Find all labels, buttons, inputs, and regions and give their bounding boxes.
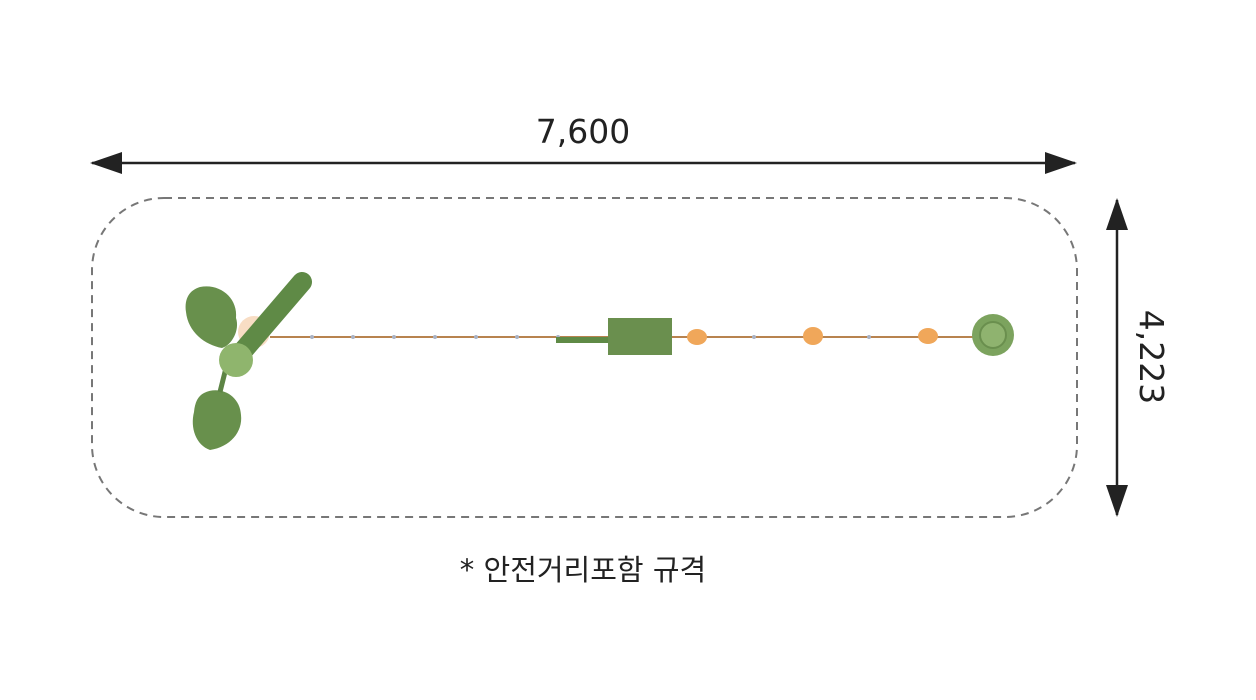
equipment [185,272,1014,450]
post-top [219,343,253,377]
slide-tube [232,272,312,362]
arrow-up-icon [1106,198,1128,230]
platform-box [608,318,672,355]
safety-boundary [91,197,1078,518]
leaf-top [185,286,238,348]
height-label: 4,223 [1132,310,1171,404]
height-dimension: 4,223 [1106,198,1171,517]
rope-joints [310,335,871,339]
leaf-bottom [192,390,242,450]
arrow-right-icon [1045,152,1077,174]
arrow-down-icon [1106,485,1128,517]
arrow-left-icon [90,152,122,174]
width-label: 7,600 [536,112,630,151]
caption: * 안전거리포함 규격 [460,553,706,587]
beads [687,327,938,345]
width-dimension: 7,600 [90,112,1077,174]
